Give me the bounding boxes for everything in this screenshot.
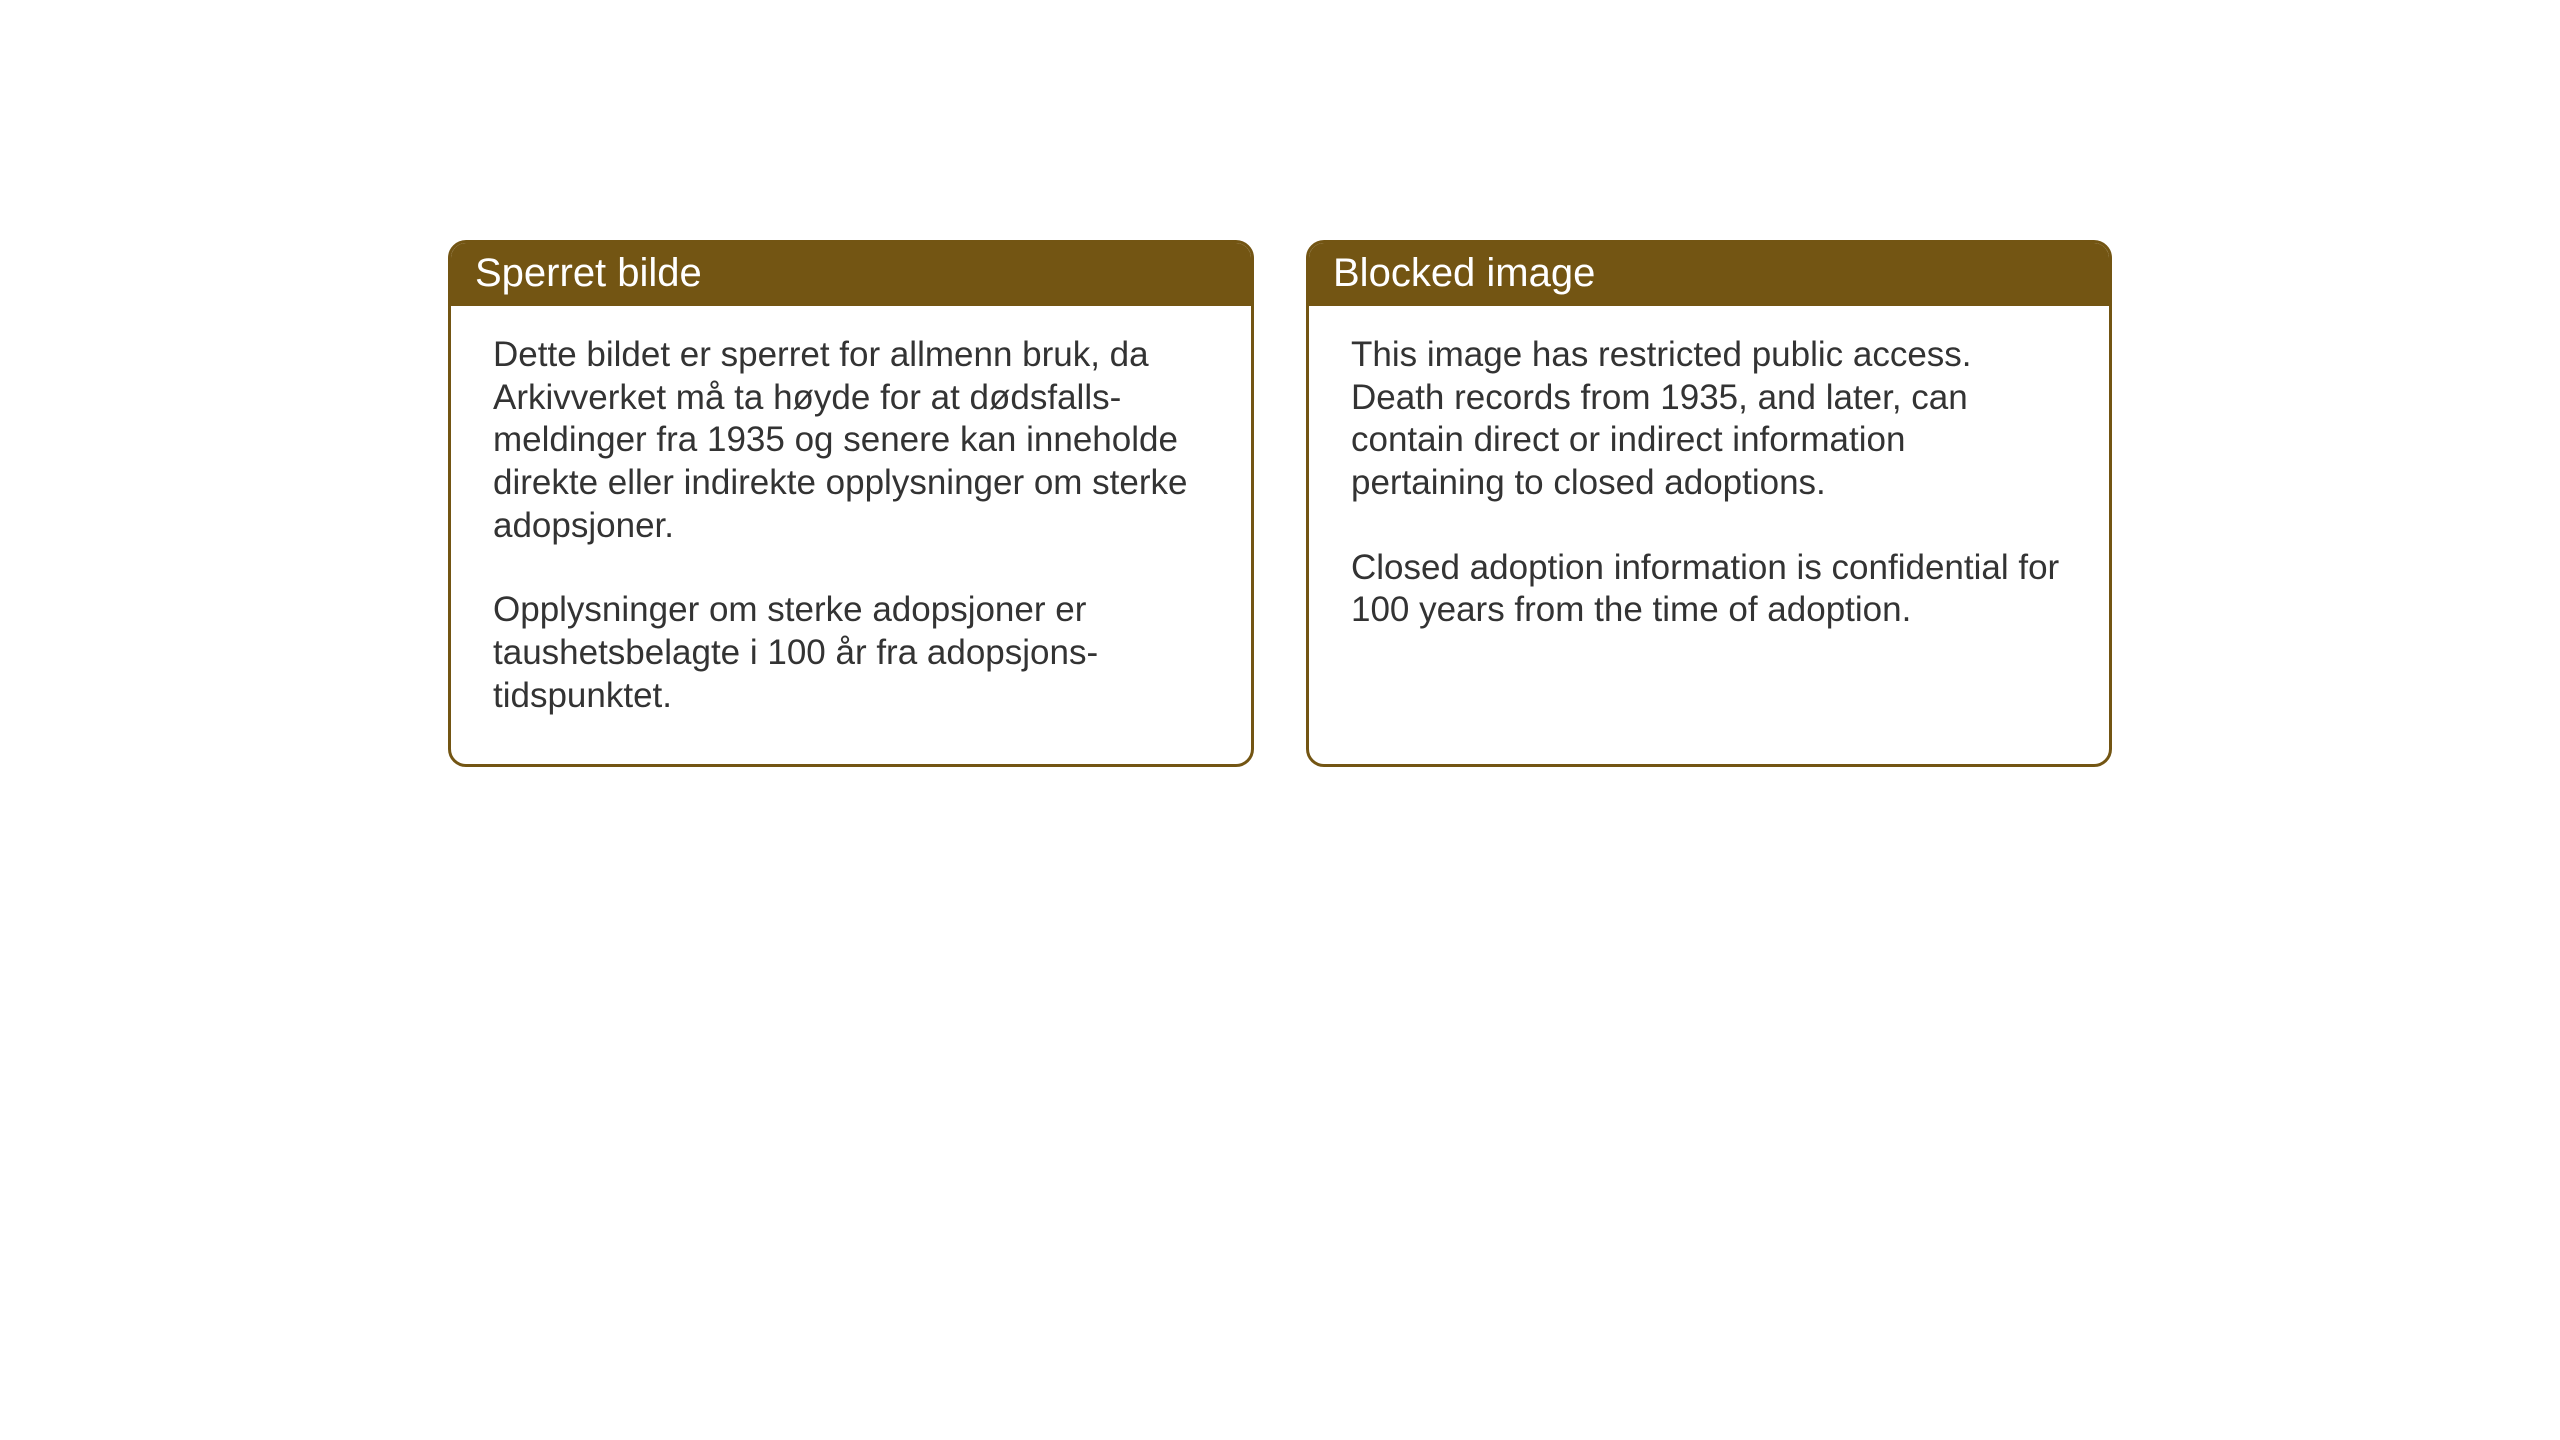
card-body-norwegian: Dette bildet er sperret for allmenn bruk… [451, 306, 1251, 764]
card-title-norwegian: Sperret bilde [475, 251, 702, 295]
card-paragraph-2-english: Closed adoption information is confident… [1351, 547, 2067, 632]
card-header-english: Blocked image [1309, 243, 2109, 306]
card-paragraph-1-norwegian: Dette bildet er sperret for allmenn bruk… [493, 334, 1209, 547]
card-norwegian: Sperret bilde Dette bildet er sperret fo… [448, 240, 1254, 767]
card-body-english: This image has restricted public access.… [1309, 306, 2109, 678]
card-title-english: Blocked image [1333, 251, 1595, 295]
cards-container: Sperret bilde Dette bildet er sperret fo… [448, 240, 2112, 767]
card-paragraph-2-norwegian: Opplysninger om sterke adopsjoner er tau… [493, 589, 1209, 717]
card-paragraph-1-english: This image has restricted public access.… [1351, 334, 2067, 505]
card-header-norwegian: Sperret bilde [451, 243, 1251, 306]
card-english: Blocked image This image has restricted … [1306, 240, 2112, 767]
